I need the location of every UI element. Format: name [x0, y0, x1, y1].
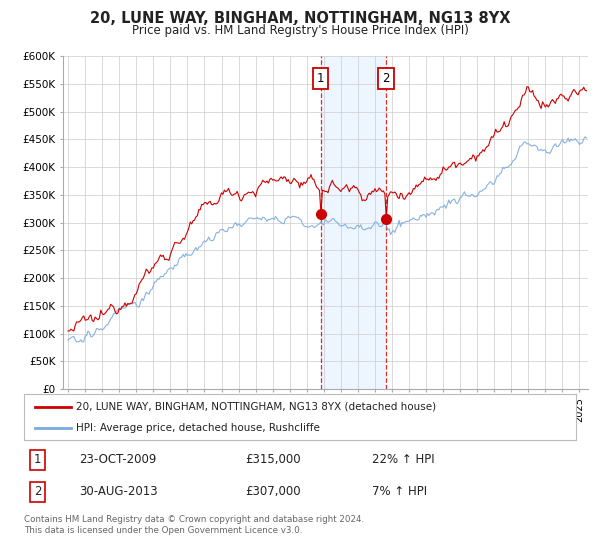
Text: 22% ↑ HPI: 22% ↑ HPI	[372, 453, 434, 466]
Text: HPI: Average price, detached house, Rushcliffe: HPI: Average price, detached house, Rush…	[76, 423, 320, 433]
Text: 30-AUG-2013: 30-AUG-2013	[79, 486, 158, 498]
Text: 1: 1	[34, 453, 41, 466]
Text: 20, LUNE WAY, BINGHAM, NOTTINGHAM, NG13 8YX (detached house): 20, LUNE WAY, BINGHAM, NOTTINGHAM, NG13 …	[76, 402, 437, 412]
Text: 7% ↑ HPI: 7% ↑ HPI	[372, 486, 427, 498]
Text: £315,000: £315,000	[245, 453, 301, 466]
Text: £307,000: £307,000	[245, 486, 301, 498]
Text: Price paid vs. HM Land Registry's House Price Index (HPI): Price paid vs. HM Land Registry's House …	[131, 24, 469, 36]
Text: Contains HM Land Registry data © Crown copyright and database right 2024.
This d: Contains HM Land Registry data © Crown c…	[24, 515, 364, 535]
Text: 2: 2	[382, 72, 390, 85]
Text: 1: 1	[317, 72, 325, 85]
Text: 2: 2	[34, 486, 41, 498]
Text: 20, LUNE WAY, BINGHAM, NOTTINGHAM, NG13 8YX: 20, LUNE WAY, BINGHAM, NOTTINGHAM, NG13 …	[90, 11, 510, 26]
Bar	[320, 56, 386, 389]
Text: 23-OCT-2009: 23-OCT-2009	[79, 453, 157, 466]
